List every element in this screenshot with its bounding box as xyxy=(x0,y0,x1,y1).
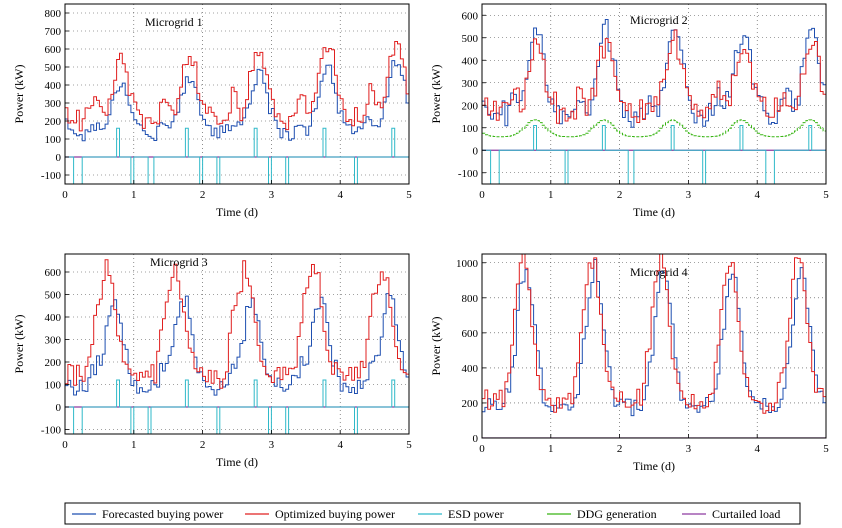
x-tick-label: 4 xyxy=(337,189,343,201)
y-tick-label: 300 xyxy=(462,78,479,90)
y-tick-label: 200 xyxy=(462,398,479,410)
x-tick-label: 5 xyxy=(406,189,412,201)
y-tick-label: 500 xyxy=(45,62,62,74)
plot-frame xyxy=(64,3,410,185)
y-tick-label: 100 xyxy=(462,123,479,135)
optimized-buying-power-line xyxy=(482,254,826,414)
esd-power-line xyxy=(65,379,409,434)
legend-label: Forecasted buying power xyxy=(102,507,223,521)
x-tick-label: 2 xyxy=(617,443,623,455)
y-tick-label: 200 xyxy=(45,357,62,369)
x-tick-label: 0 xyxy=(479,443,485,455)
x-tick-label: 3 xyxy=(269,189,275,201)
x-tick-label: 0 xyxy=(479,189,485,201)
x-tick-label: 0 xyxy=(62,439,68,451)
y-tick-label: 200 xyxy=(45,116,62,128)
y-tick-label: 1000 xyxy=(456,258,479,270)
y-tick-label: -100 xyxy=(41,425,62,437)
optimized-buying-power-line xyxy=(65,259,409,389)
panel-title: Microgrid 3 xyxy=(150,255,208,269)
y-axis-label: Power (kW) xyxy=(429,65,443,124)
y-tick-label: 400 xyxy=(462,363,479,375)
y-tick-label: 800 xyxy=(45,8,62,20)
esd-power-line xyxy=(65,127,409,184)
x-tick-label: 1 xyxy=(548,443,554,455)
x-tick-label: 5 xyxy=(823,443,829,455)
optimized-buying-power-line xyxy=(65,41,409,132)
x-tick-label: 5 xyxy=(406,439,412,451)
legend-entry: ESD power xyxy=(418,507,504,521)
y-tick-label: 600 xyxy=(45,267,62,279)
x-tick-label: 3 xyxy=(686,189,692,201)
y-tick-label: -100 xyxy=(41,170,62,182)
x-tick-label: 3 xyxy=(269,439,275,451)
y-tick-label: -100 xyxy=(458,168,479,180)
y-tick-label: 500 xyxy=(462,33,479,45)
x-tick-label: 4 xyxy=(337,439,343,451)
x-tick-label: 4 xyxy=(754,189,760,201)
y-tick-label: 0 xyxy=(56,152,62,164)
legend-label: ESD power xyxy=(448,507,504,521)
x-tick-label: 1 xyxy=(131,189,137,201)
panel-title: Microgrid 4 xyxy=(630,265,688,279)
x-tick-label: 1 xyxy=(131,439,137,451)
y-tick-label: 400 xyxy=(462,55,479,67)
legend-entry: DDG generation xyxy=(547,507,657,521)
forecasted-buying-power-line xyxy=(65,60,409,142)
x-axis-label: Time (d) xyxy=(216,455,258,469)
ddg-generation-line xyxy=(482,119,826,138)
y-axis-label: Power (kW) xyxy=(12,65,26,124)
legend: Forecasted buying power Optimized buying … xyxy=(64,502,801,525)
plot-frame xyxy=(64,253,410,435)
x-axis-label: Time (d) xyxy=(216,205,258,219)
y-tick-label: 500 xyxy=(45,290,62,302)
x-tick-label: 5 xyxy=(823,189,829,201)
x-tick-label: 4 xyxy=(754,443,760,455)
y-tick-label: 300 xyxy=(45,98,62,110)
y-tick-label: 100 xyxy=(45,134,62,146)
legend-entry: Forecasted buying power xyxy=(72,507,223,521)
panel-title: Microgrid 1 xyxy=(145,15,203,29)
forecasted-buying-power-line xyxy=(482,259,826,417)
legend-entry: Curtailed load xyxy=(682,507,780,521)
panel-title: Microgrid 2 xyxy=(630,13,688,27)
y-axis-label: Power (kW) xyxy=(429,317,443,376)
legend-label: DDG generation xyxy=(577,507,657,521)
y-tick-label: 600 xyxy=(462,328,479,340)
y-tick-label: 700 xyxy=(45,26,62,38)
panel-4: 0 1 2 3 4 5 0 200 400 600 800 1000 Time (d) Power (kW… xyxy=(429,253,829,473)
y-tick-label: 0 xyxy=(473,433,479,445)
optimized-buying-power-line xyxy=(482,29,826,124)
panel-1: 0 1 2 3 4 5-1000100200300400500600700800Time … xyxy=(12,3,412,219)
y-tick-label: 400 xyxy=(45,312,62,324)
plot-frame xyxy=(481,3,827,185)
y-tick-label: 200 xyxy=(462,100,479,112)
y-tick-label: 0 xyxy=(56,402,62,414)
y-tick-label: 800 xyxy=(462,293,479,305)
y-tick-label: 600 xyxy=(45,44,62,56)
y-tick-label: 600 xyxy=(462,10,479,22)
y-tick-label: 400 xyxy=(45,80,62,92)
y-tick-label: 300 xyxy=(45,335,62,347)
x-tick-label: 2 xyxy=(200,439,206,451)
panels: 0 1 2 3 4 5-1000100200300400500600700800Time … xyxy=(12,3,829,473)
y-tick-label: 0 xyxy=(473,145,479,157)
legend-label: Curtailed load xyxy=(712,507,780,521)
x-tick-label: 2 xyxy=(617,189,623,201)
legend-entry: Optimized buying power xyxy=(245,507,395,521)
x-tick-label: 1 xyxy=(548,189,554,201)
legend-label: Optimized buying power xyxy=(275,507,395,521)
x-tick-label: 3 xyxy=(686,443,692,455)
x-tick-label: 0 xyxy=(62,189,68,201)
x-tick-label: 2 xyxy=(200,189,206,201)
esd-power-line xyxy=(482,125,826,184)
x-axis-label: Time (d) xyxy=(633,205,675,219)
plot-frame xyxy=(481,253,827,439)
y-axis-label: Power (kW) xyxy=(12,315,26,374)
y-tick-label: 100 xyxy=(45,380,62,392)
x-axis-label: Time (d) xyxy=(633,459,675,473)
